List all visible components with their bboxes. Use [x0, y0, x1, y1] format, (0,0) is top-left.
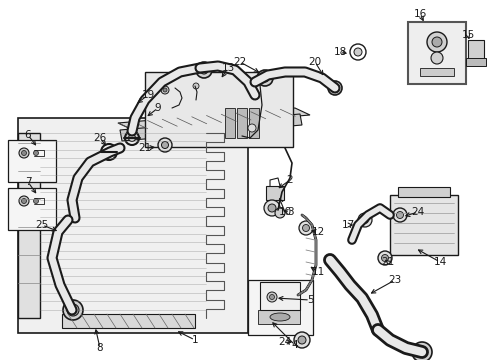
- Circle shape: [257, 70, 272, 86]
- Bar: [8, 188, 56, 230]
- Text: 12: 12: [311, 227, 324, 237]
- Circle shape: [105, 148, 113, 156]
- Text: 2: 2: [286, 175, 293, 185]
- Text: 24: 24: [410, 207, 424, 217]
- Circle shape: [392, 208, 406, 222]
- Bar: [18, 118, 247, 333]
- Circle shape: [264, 292, 275, 304]
- Bar: [145, 72, 292, 147]
- Circle shape: [261, 74, 268, 82]
- Bar: [260, 282, 299, 310]
- Circle shape: [411, 342, 431, 360]
- Bar: [265, 186, 284, 200]
- Text: 10: 10: [278, 207, 291, 217]
- Circle shape: [19, 196, 29, 206]
- Circle shape: [264, 200, 280, 216]
- Circle shape: [361, 216, 368, 224]
- Circle shape: [163, 88, 167, 92]
- Circle shape: [430, 52, 442, 64]
- Circle shape: [357, 213, 371, 227]
- Circle shape: [353, 48, 361, 56]
- Text: 11: 11: [311, 267, 324, 277]
- Circle shape: [298, 221, 312, 235]
- Polygon shape: [120, 114, 302, 141]
- Circle shape: [158, 138, 172, 152]
- Text: 1: 1: [191, 335, 198, 345]
- Circle shape: [327, 81, 341, 95]
- Bar: [18, 133, 40, 318]
- Text: 17: 17: [341, 220, 354, 230]
- Bar: [467, 40, 483, 62]
- Text: 5: 5: [306, 295, 313, 305]
- Text: 21: 21: [381, 257, 394, 267]
- Circle shape: [381, 255, 387, 261]
- Text: 8: 8: [97, 343, 103, 353]
- Circle shape: [19, 148, 29, 158]
- Circle shape: [161, 86, 169, 94]
- Circle shape: [396, 211, 403, 219]
- Bar: [247, 280, 312, 335]
- Bar: [465, 58, 485, 66]
- Circle shape: [193, 83, 199, 89]
- Bar: [397, 187, 449, 197]
- Circle shape: [128, 135, 135, 141]
- Bar: [419, 68, 453, 76]
- Bar: [8, 140, 56, 182]
- Circle shape: [196, 62, 212, 78]
- Text: 25: 25: [35, 220, 48, 230]
- Text: 13: 13: [221, 63, 234, 73]
- Text: 15: 15: [461, 30, 474, 40]
- Text: 18: 18: [333, 47, 346, 57]
- Text: 24: 24: [278, 337, 291, 347]
- Bar: [248, 108, 259, 138]
- Circle shape: [426, 32, 446, 52]
- Circle shape: [247, 124, 256, 132]
- Circle shape: [266, 295, 272, 301]
- Bar: [407, 22, 465, 84]
- Circle shape: [274, 208, 285, 218]
- Bar: [224, 108, 235, 138]
- Text: 7: 7: [24, 177, 31, 187]
- Circle shape: [161, 141, 168, 148]
- Circle shape: [267, 204, 275, 212]
- Text: 26: 26: [93, 133, 106, 143]
- Circle shape: [21, 150, 26, 156]
- Circle shape: [377, 251, 391, 265]
- Circle shape: [21, 198, 26, 203]
- Bar: [389, 195, 457, 255]
- Circle shape: [269, 294, 274, 300]
- Circle shape: [297, 336, 305, 344]
- Circle shape: [63, 300, 83, 320]
- Text: 9: 9: [154, 103, 161, 113]
- Text: 14: 14: [432, 257, 446, 267]
- Text: 16: 16: [412, 9, 426, 19]
- Circle shape: [416, 347, 426, 357]
- Polygon shape: [118, 108, 309, 130]
- Text: 21: 21: [138, 143, 151, 153]
- Text: 20: 20: [308, 57, 321, 67]
- Polygon shape: [62, 314, 195, 328]
- Text: 22: 22: [233, 57, 246, 67]
- Text: 23: 23: [387, 275, 401, 285]
- Circle shape: [431, 37, 441, 47]
- Text: 19: 19: [141, 90, 154, 100]
- Text: 6: 6: [24, 130, 31, 140]
- Text: 3: 3: [286, 207, 293, 217]
- Circle shape: [266, 292, 276, 302]
- Circle shape: [67, 304, 79, 316]
- Text: 4: 4: [291, 340, 298, 350]
- Circle shape: [34, 150, 39, 156]
- Circle shape: [200, 66, 207, 74]
- Circle shape: [293, 332, 309, 348]
- Bar: [258, 310, 299, 324]
- Circle shape: [302, 225, 309, 231]
- Ellipse shape: [269, 313, 289, 321]
- Bar: [237, 108, 246, 138]
- Circle shape: [34, 198, 39, 203]
